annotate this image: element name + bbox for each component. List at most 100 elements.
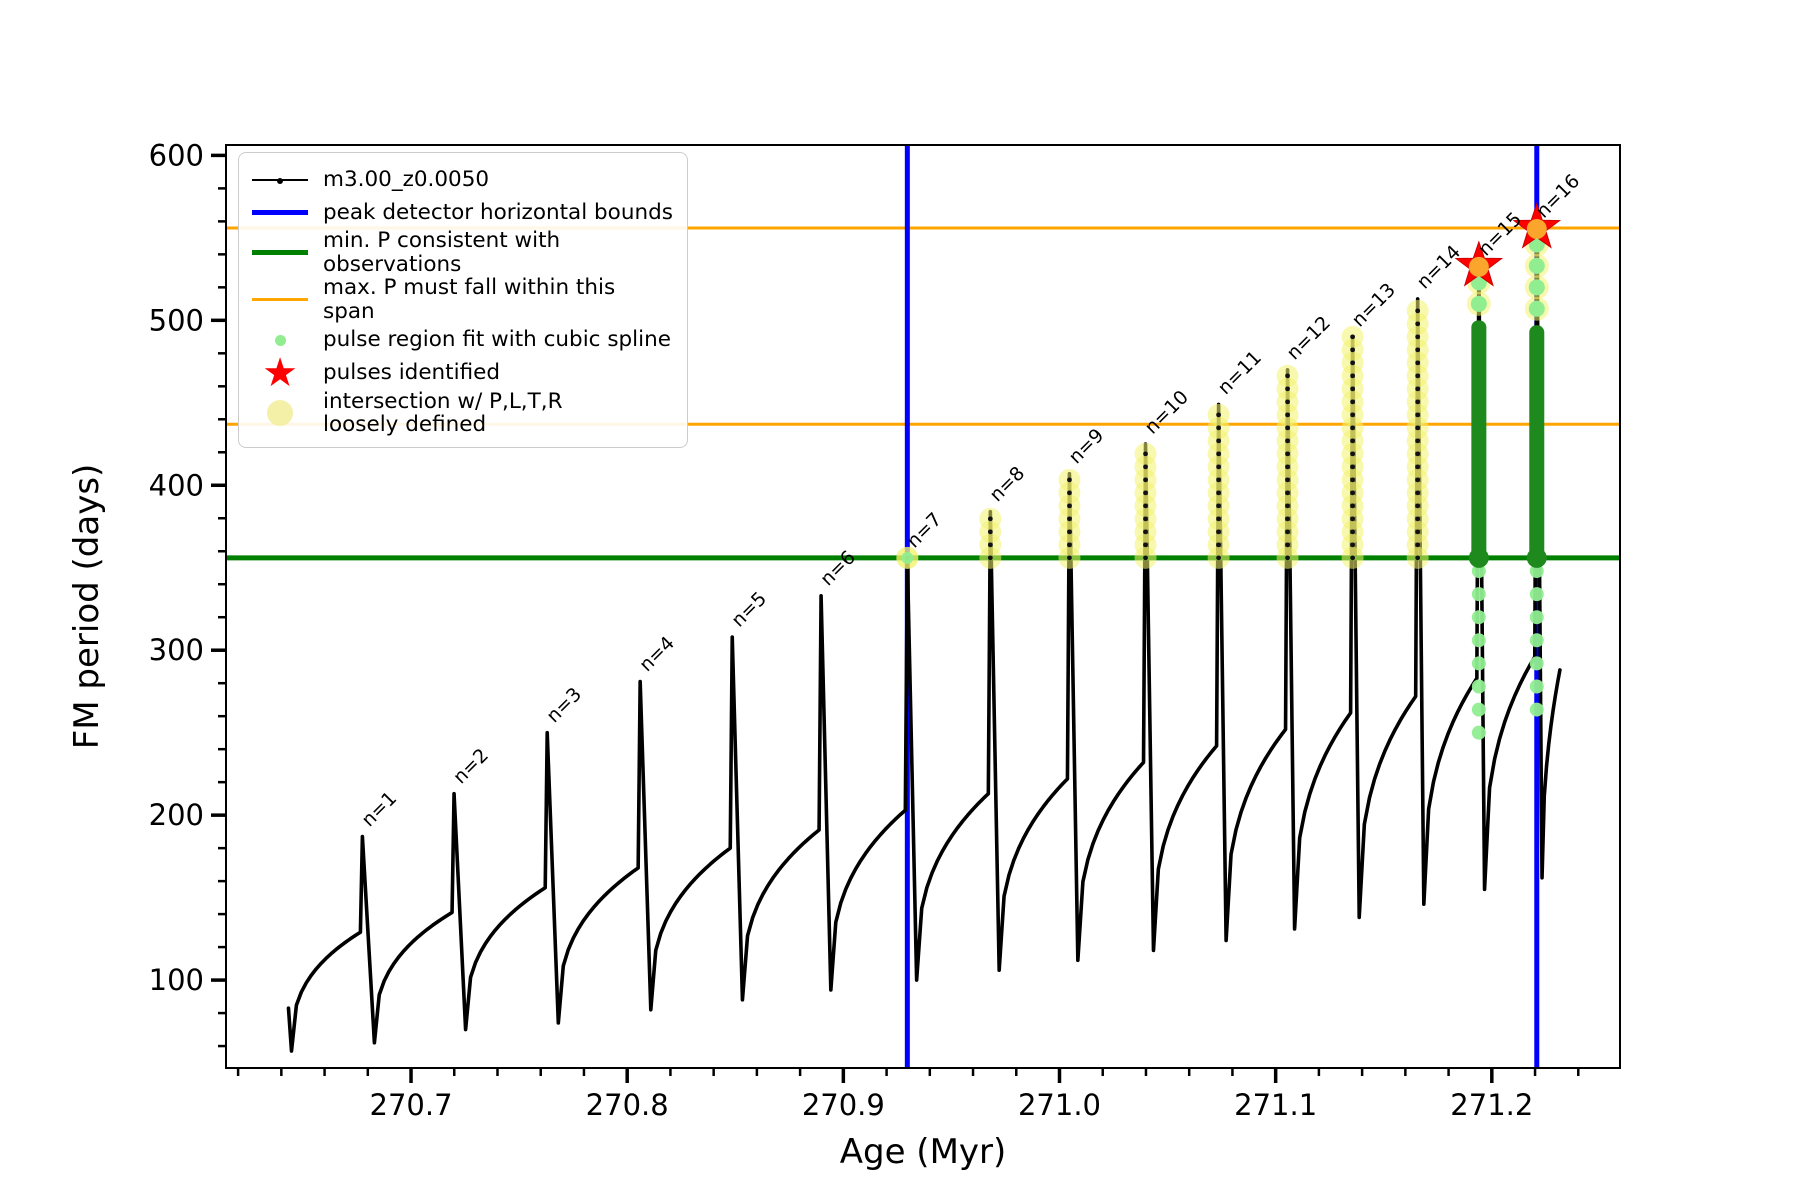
legend-item: intersection w/ P,L,T,R loosely defined <box>251 388 673 438</box>
data-dot <box>1350 412 1356 418</box>
data-dot <box>1143 529 1148 535</box>
spline-dot <box>1529 702 1544 717</box>
y-tick-label: 100 <box>149 963 204 997</box>
data-dot <box>1216 425 1221 431</box>
legend-item: ★ pulses identified <box>251 350 673 397</box>
dense-spline-bar <box>1529 325 1545 558</box>
data-dot <box>1143 503 1148 509</box>
pulse-label: n=1 <box>357 787 401 831</box>
data-dot <box>1143 555 1148 561</box>
small-dot-swatch-icon <box>251 334 309 346</box>
data-dot <box>1285 451 1290 457</box>
data-dot <box>1415 321 1421 327</box>
data-dot <box>1143 542 1148 548</box>
data-dot <box>1415 490 1421 496</box>
y-tick-labels: 100 200 300 400 500 600 <box>149 138 204 997</box>
data-dot <box>1216 542 1221 548</box>
y-tick-label: 500 <box>149 303 204 337</box>
data-dot <box>1285 464 1290 470</box>
spline-dot <box>901 551 914 564</box>
data-dot <box>1415 542 1421 548</box>
data-dot <box>1067 555 1072 561</box>
data-dot <box>1216 477 1221 483</box>
data-dot <box>1415 425 1421 431</box>
data-dot <box>1415 438 1421 444</box>
intersection-dot <box>1526 218 1547 239</box>
fm-period-curve <box>286 226 1562 1053</box>
data-dot <box>1285 490 1290 496</box>
thick-line-swatch-icon <box>251 250 309 256</box>
spline-dot <box>1471 656 1486 671</box>
pulse-label: n=12 <box>1283 312 1335 364</box>
data-dot <box>1067 490 1072 496</box>
pulse-label: n=11 <box>1214 347 1266 399</box>
star-swatch-icon: ★ <box>262 350 298 397</box>
data-dot <box>1285 438 1290 444</box>
data-dot <box>1285 529 1290 535</box>
y-tick-label: 600 <box>149 138 204 172</box>
data-dot <box>1350 347 1356 353</box>
data-dot <box>1143 490 1148 496</box>
legend-item: pulse region fit with cubic spline <box>251 324 673 357</box>
data-dot <box>1350 542 1356 548</box>
spline-dot <box>1529 679 1544 694</box>
data-dot <box>1285 373 1290 379</box>
data-dot <box>1216 438 1221 444</box>
spline-dot <box>1528 257 1545 274</box>
thin-line-swatch-icon <box>251 298 309 302</box>
data-dot <box>1216 503 1221 509</box>
data-dot <box>1143 516 1148 522</box>
thick-line-swatch-icon <box>251 210 309 215</box>
data-dot <box>1350 529 1356 535</box>
data-dot <box>1143 477 1148 483</box>
spline-dot <box>1471 702 1486 717</box>
data-dot <box>1350 438 1356 444</box>
spline-overlays <box>1466 232 1549 740</box>
legend: m3.00_z0.0050 peak detector horizontal bo… <box>238 152 688 448</box>
large-dot-swatch-icon <box>251 400 309 427</box>
data-dot <box>1350 386 1356 392</box>
spline-dot <box>1471 610 1486 625</box>
spline-dot <box>1529 564 1544 579</box>
x-tick-label: 271.1 <box>1234 1088 1317 1122</box>
legend-item-label: m3.00_z0.0050 <box>323 166 490 192</box>
x-axis-label: Age (Myr) <box>840 1132 1007 1172</box>
data-dot <box>1067 516 1072 522</box>
legend-item-label: intersection w/ P,L,T,R loosely defined <box>323 388 563 438</box>
legend-item-label: max. P must fall within this span <box>323 275 616 324</box>
data-dot <box>1415 347 1421 353</box>
data-dot <box>1415 529 1421 535</box>
x-ticks <box>236 1068 1580 1083</box>
data-dot <box>1350 373 1356 379</box>
y-ticks <box>211 153 226 1048</box>
data-dot <box>1285 555 1290 561</box>
intersection-dot <box>1468 256 1489 277</box>
spline-dot <box>1529 610 1544 625</box>
dense-spline-bar <box>1471 320 1487 558</box>
x-tick-label: 270.7 <box>370 1088 453 1122</box>
y-tick-label: 200 <box>149 798 204 832</box>
spline-dot <box>1471 679 1486 694</box>
spline-dot <box>1529 587 1544 602</box>
data-dot <box>1143 451 1148 457</box>
data-dot <box>1350 425 1356 431</box>
data-dot <box>987 555 993 561</box>
data-dot <box>1216 490 1221 496</box>
data-dot <box>1415 386 1421 392</box>
data-dot <box>1415 308 1421 314</box>
line-dot-swatch-icon <box>251 177 309 184</box>
data-dot <box>1285 386 1290 392</box>
data-dot <box>1285 516 1290 522</box>
data-dot <box>1216 451 1221 457</box>
pulse-label: n=4 <box>635 632 679 676</box>
pulse-label: n=5 <box>727 588 771 632</box>
data-dot <box>1415 451 1421 457</box>
pulse-label: n=14 <box>1413 241 1465 293</box>
y-tick-label: 400 <box>149 468 204 502</box>
x-tick-label: 271.2 <box>1450 1088 1533 1122</box>
pulse-label: n=2 <box>449 744 493 788</box>
data-dot <box>1415 516 1421 522</box>
data-dot <box>987 529 993 535</box>
data-dot <box>1216 464 1221 470</box>
y-tick-label: 300 <box>149 633 204 667</box>
